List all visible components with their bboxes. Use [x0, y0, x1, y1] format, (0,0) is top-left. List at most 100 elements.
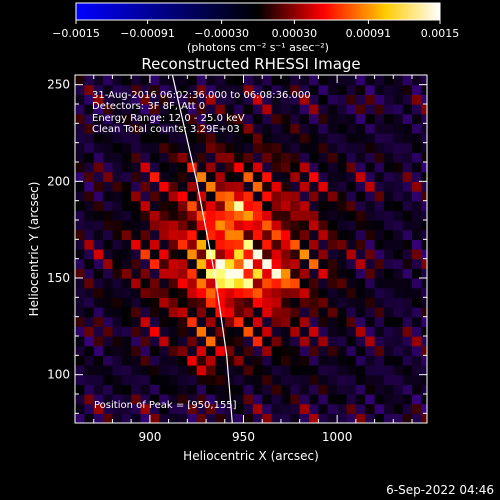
heatmap-cell: [374, 113, 385, 124]
heatmap-cell: [374, 345, 385, 356]
heatmap-cell: [280, 278, 291, 289]
heatmap-cell: [271, 326, 282, 337]
heatmap-cell: [318, 142, 329, 153]
heatmap-cell: [196, 181, 207, 192]
heatmap-cell: [131, 113, 142, 124]
heatmap-cell: [196, 316, 207, 327]
heatmap-cell: [374, 394, 385, 405]
heatmap-cell: [383, 220, 394, 231]
heatmap-cell: [337, 152, 348, 163]
heatmap-cell: [383, 113, 394, 124]
heatmap-cell: [121, 278, 132, 289]
heatmap-cell: [365, 171, 376, 182]
heatmap-cell: [112, 94, 123, 105]
heatmap-cell: [206, 210, 217, 221]
heatmap-cell: [355, 345, 366, 356]
heatmap-cell: [337, 229, 348, 240]
heatmap-cell: [365, 297, 376, 308]
heatmap-cell: [215, 316, 226, 327]
heatmap-cell: [196, 413, 207, 423]
heatmap-cell: [280, 142, 291, 153]
heatmap-cell: [121, 336, 132, 347]
heatmap-cell: [75, 297, 85, 308]
heatmap-cell: [75, 152, 85, 163]
heatmap-cell: [327, 258, 338, 269]
heatmap-cell: [393, 365, 404, 376]
heatmap-cell: [112, 123, 123, 134]
heatmap-cell: [75, 94, 85, 105]
heatmap-cell: [402, 336, 413, 347]
heatmap-cell: [243, 278, 254, 289]
heatmap-cell: [262, 75, 273, 86]
heatmap-cell: [346, 210, 357, 221]
heatmap-cell: [365, 278, 376, 289]
heatmap-cell: [187, 287, 198, 298]
heatmap-cell: [224, 84, 235, 95]
heatmap-cell: [103, 287, 114, 298]
heatmap-cell: [93, 75, 104, 86]
heatmap-cell: [327, 191, 338, 202]
heatmap-cell: [243, 403, 254, 414]
heatmap-cell: [318, 239, 329, 250]
heatmap-cell: [252, 133, 263, 144]
heatmap-cell: [159, 258, 170, 269]
heatmap-cell: [290, 307, 301, 318]
heatmap-cell: [299, 374, 310, 385]
heatmap-cell: [262, 345, 273, 356]
heatmap-cell: [206, 374, 217, 385]
heatmap-cell: [412, 220, 422, 231]
heatmap-cell: [290, 384, 301, 395]
heatmap-cell: [355, 316, 366, 327]
heatmap-cell: [365, 394, 376, 405]
heatmap-cell: [196, 384, 207, 395]
heatmap-cell: [280, 239, 291, 250]
heatmap-cell: [112, 75, 123, 86]
heatmap-cell: [103, 104, 114, 115]
heatmap-cell: [84, 84, 95, 95]
heatmap-cell: [159, 113, 170, 124]
heatmap-cell: [177, 278, 188, 289]
heatmap-cell: [196, 374, 207, 385]
heatmap-cell: [290, 171, 301, 182]
heatmap-cell: [140, 113, 151, 124]
heatmap-cell: [103, 142, 114, 153]
heatmap-cell: [206, 94, 217, 105]
heatmap-cell: [168, 394, 179, 405]
x-axis: 900 950 1000: [74, 75, 413, 444]
heatmap-cell: [187, 94, 198, 105]
heatmap-cell: [318, 94, 329, 105]
heatmap-cell: [206, 133, 217, 144]
heatmap-cell: [159, 84, 170, 95]
heatmap-cell: [149, 200, 160, 211]
heatmap-cell: [112, 278, 123, 289]
colorbar-tick-label: −0.00091: [120, 27, 175, 40]
heatmap-cell: [402, 200, 413, 211]
heatmap-cell: [337, 104, 348, 115]
heatmap-cell: [393, 336, 404, 347]
heatmap-cell: [280, 355, 291, 366]
heatmap-cell: [234, 171, 245, 182]
heatmap-cell: [383, 200, 394, 211]
heatmap-cell: [75, 345, 85, 356]
heatmap-cell: [346, 113, 357, 124]
heatmap-cell: [252, 181, 263, 192]
heatmap-cell: [168, 210, 179, 221]
heatmap-cell: [224, 191, 235, 202]
heatmap-cell: [421, 220, 427, 231]
heatmap-cell: [374, 229, 385, 240]
heatmap-cell: [149, 384, 160, 395]
y-tick-label: 150: [47, 271, 70, 285]
heatmap-cell: [140, 345, 151, 356]
heatmap-cell: [262, 152, 273, 163]
heatmap-cell: [327, 162, 338, 173]
heatmap-cell: [168, 239, 179, 250]
heatmap-cell: [93, 413, 104, 423]
heatmap-cell: [421, 336, 427, 347]
heatmap-cell: [140, 394, 151, 405]
heatmap-cell: [187, 200, 198, 211]
heatmap-cell: [393, 316, 404, 327]
heatmap-cell: [224, 94, 235, 105]
heatmap-cell: [75, 84, 85, 95]
heatmap-cell: [131, 249, 142, 260]
heatmap-cell: [337, 220, 348, 231]
